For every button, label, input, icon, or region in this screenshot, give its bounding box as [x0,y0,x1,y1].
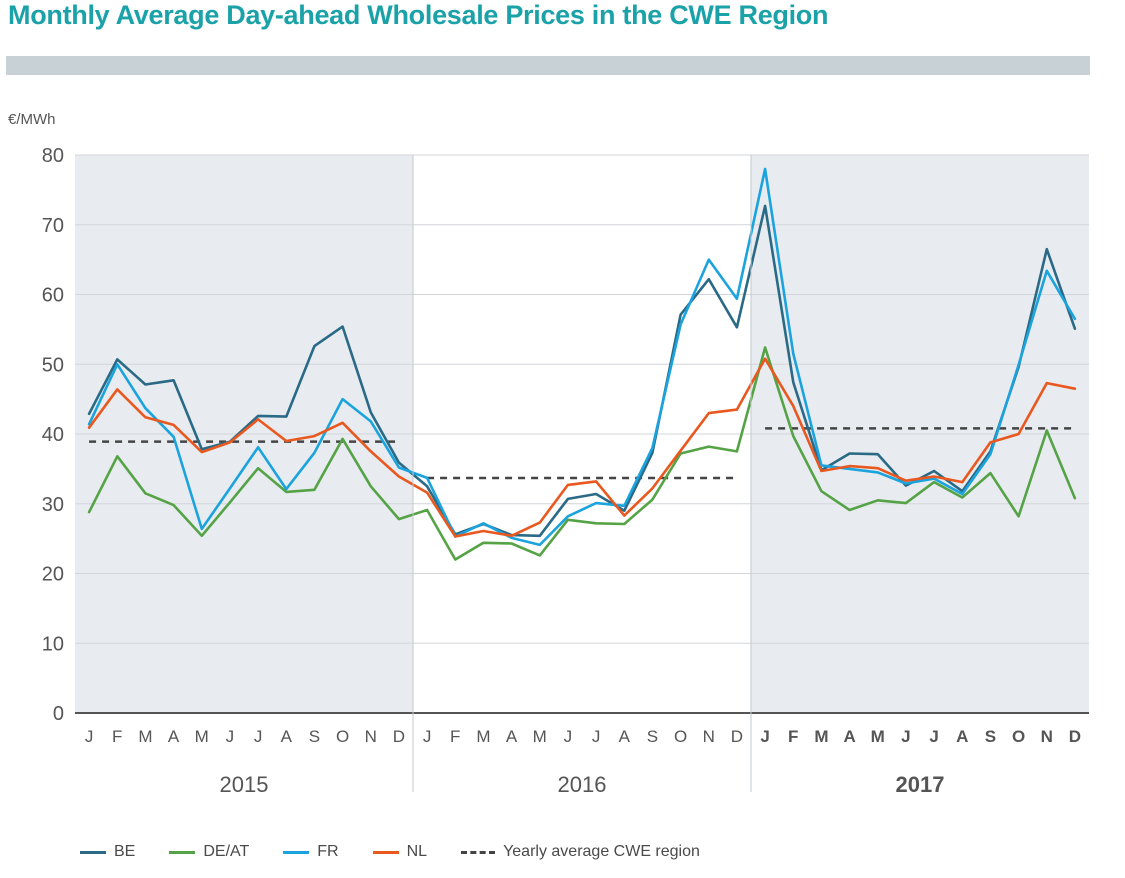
x-tick-label-0: J [85,727,94,746]
x-tick-label-21: O [674,727,687,746]
series-line-nl [87,357,1077,538]
x-tick-label-35: D [1069,727,1081,746]
x-tick-label-4: M [195,727,209,746]
y-tick-label-20: 20 [42,564,64,586]
x-tick-label-28: M [871,727,885,746]
x-tick-label-13: F [450,727,460,746]
legend-label-de-at: DE/AT [203,843,250,860]
y-tick-label-50: 50 [42,354,64,376]
y-tick-label-0: 0 [53,703,64,725]
x-tick-label-19: A [619,727,631,746]
legend: BE DE/AT FR NL Yearly average CWE region [80,843,734,861]
x-tick-label-24: J [760,727,769,746]
legend-item-nl: NL [372,843,428,861]
legend-swatch-be [80,850,106,854]
legend-label-fr: FR [317,843,339,860]
x-tick-label-26: M [814,727,828,746]
y-tick-label-30: 30 [42,494,64,516]
x-tick-label-9: O [336,727,349,746]
x-tick-label-14: M [476,727,490,746]
x-tick-label-1: F [112,727,122,746]
x-tick-label-32: S [985,727,996,746]
x-tick-label-22: N [703,727,715,746]
x-tick-label-16: M [533,727,547,746]
year-label-2015: 2015 [220,772,269,797]
year-label-2016: 2016 [558,772,607,797]
legend-swatch-nl [372,850,399,854]
legend-swatch-de-at [169,850,196,854]
x-tick-label-31: A [956,727,968,746]
x-tick-label-6: J [254,727,263,746]
x-tick-label-33: O [1012,727,1025,746]
x-tick-label-3: A [168,727,180,746]
year-label-2017: 2017 [896,772,945,797]
y-tick-label-10: 10 [42,633,64,655]
legend-label-yearly-average: Yearly average CWE region [503,843,700,860]
title-underline-bar [6,56,1090,75]
x-tick-label-10: N [365,727,377,746]
x-tick-label-34: N [1041,727,1053,746]
chart-title: Monthly Average Day-ahead Wholesale Pric… [8,0,829,30]
series-line-fr [87,167,1077,547]
x-tick-label-11: D [393,727,405,746]
legend-item-yearly-average: Yearly average CWE region [461,843,700,861]
x-tick-label-12: J [423,727,432,746]
legend-label-nl: NL [406,843,428,860]
legend-swatch-fr [283,850,310,854]
x-tick-label-8: S [309,727,320,746]
y-axis-label: €/MWh [8,111,56,128]
x-tick-label-25: F [788,727,798,746]
x-tick-label-29: J [901,727,910,746]
x-tick-label-7: A [281,727,293,746]
legend-label-be: BE [114,843,136,860]
x-tick-label-20: S [647,727,658,746]
x-tick-label-30: J [929,727,938,746]
x-tick-label-17: J [564,727,573,746]
x-tick-label-2: M [138,727,152,746]
y-tick-label-80: 80 [42,145,64,167]
legend-item-fr: FR [283,843,339,861]
x-tick-label-23: D [731,727,743,746]
x-tick-label-18: J [592,727,601,746]
x-tick-label-15: A [506,727,518,746]
y-tick-label-40: 40 [42,424,64,446]
legend-item-de-at: DE/AT [169,843,249,861]
legend-item-be: BE [80,843,135,861]
legend-swatch-yearly-average [461,850,496,854]
y-tick-label-70: 70 [42,215,64,237]
x-tick-label-27: A [843,727,855,746]
y-tick-label-60: 60 [42,285,64,307]
series-line-de-at [87,346,1077,561]
x-tick-label-5: J [226,727,235,746]
